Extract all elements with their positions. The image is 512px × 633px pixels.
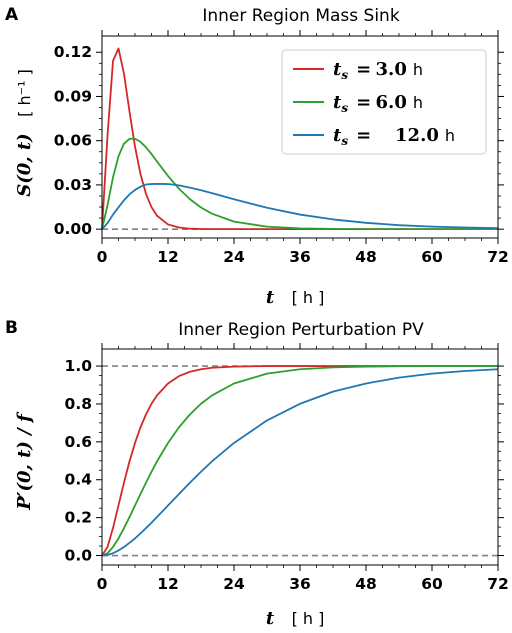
x-tick-label: 0 [97, 248, 108, 266]
legend-2-value: 6.0 [376, 92, 407, 113]
panel-b-reference-lines [102, 365, 498, 557]
legend-2-sub: s [341, 101, 348, 115]
x-tick-label: 48 [355, 575, 377, 593]
x-tick-label: 60 [421, 248, 443, 266]
panel-a: A Inner Region Mass Sink 0 12 24 36 48 60 72 0… [5, 5, 509, 308]
panel-b-x-label: t [266, 608, 275, 629]
y-tick-label: 0.12 [54, 43, 92, 61]
panel-a-legend: ts = 3.0 h ts = 6.0 h ts = 12.0 h [281, 49, 487, 155]
panel-a-y-unit: [ h⁻¹ ] [15, 69, 34, 117]
x-tick-label: 36 [289, 575, 311, 593]
panel-b-x-axis-label: t [ h ] [266, 608, 325, 629]
y-tick-label: 0.06 [54, 132, 92, 150]
panel-a-x-ticks: 0 12 24 36 48 60 72 [97, 30, 509, 266]
panel-b-y-label: P′(0, t) / f [14, 411, 35, 511]
legend-3-sub: s [341, 134, 348, 148]
y-tick-label: 0.6 [65, 433, 92, 451]
panel-b-letter: B [5, 318, 18, 338]
panel-a-series-group [101, 47, 499, 231]
panel-a-y-axis-label: S(0, t) [ h⁻¹ ] [14, 69, 35, 197]
series-line-2 [101, 137, 498, 231]
y-tick-label: 0.2 [65, 509, 92, 527]
legend-1-value: 3.0 [376, 59, 407, 80]
panel-a-x-label: t [266, 287, 275, 308]
y-tick-label: 1.0 [65, 357, 93, 375]
series-line-3 [101, 182, 499, 230]
legend-text-1: ts = 3.0 h [333, 59, 423, 82]
panel-b-y-ticks: 0.0 0.2 0.4 0.6 0.8 1.0 [65, 357, 504, 565]
y-tick-label: 0.4 [65, 471, 93, 489]
x-tick-label: 72 [487, 248, 509, 266]
x-tick-label: 12 [157, 248, 179, 266]
panel-a-y-label: S(0, t) [14, 133, 35, 196]
x-tick-label: 12 [157, 575, 179, 593]
legend-2-lhs: t [333, 92, 342, 113]
series-line-2 [101, 365, 498, 557]
x-tick-label: 48 [355, 248, 377, 266]
x-tick-label: 72 [487, 575, 509, 593]
legend-1-sub: s [341, 68, 348, 82]
x-tick-label: 0 [97, 575, 108, 593]
y-tick-label: 0.0 [65, 547, 93, 565]
legend-1-eq: = [356, 59, 371, 80]
panel-a-y-ticks: 0.00 0.03 0.06 0.09 0.12 [54, 43, 504, 238]
panel-a-title: Inner Region Mass Sink [202, 6, 400, 26]
panel-a-plot: 0 12 24 36 48 60 72 0.00 0.03 0.06 0.09 0.12 [54, 30, 509, 266]
panel-a-x-axis-label: t [ h ] [266, 287, 325, 308]
series-line-1 [101, 365, 498, 557]
legend-2-eq: = [356, 92, 371, 113]
legend-text-2: ts = 6.0 h [333, 92, 423, 115]
y-tick-label: 0.03 [54, 176, 92, 194]
legend-2-unit: h [413, 93, 423, 112]
legend-entry-1: ts = 3.0 h [293, 59, 423, 82]
x-tick-label: 24 [223, 575, 245, 593]
series-line-3 [101, 368, 499, 557]
legend-1-lhs: t [333, 59, 342, 80]
panel-b: B Inner Region Perturbation PV 0 12 24 36 48… [5, 318, 509, 629]
panel-b-axes-frame [101, 348, 499, 566]
legend-entry-2: ts = 6.0 h [293, 92, 423, 115]
legend-1-unit: h [413, 60, 423, 79]
legend-text-3: ts = 12.0 h [333, 125, 455, 148]
legend-entry-3: ts = 12.0 h [293, 125, 455, 148]
x-tick-label: 36 [289, 248, 311, 266]
x-tick-label: 24 [223, 248, 245, 266]
legend-3-value: 12.0 [395, 125, 439, 146]
legend-3-eq: = [356, 125, 371, 146]
panel-b-y-axis-label: P′(0, t) / f [14, 411, 35, 511]
panel-b-series-group [101, 365, 499, 557]
panel-a-letter: A [5, 5, 19, 25]
y-tick-label: 0.8 [65, 395, 92, 413]
panel-b-x-unit: [ h ] [292, 609, 325, 628]
legend-3-unit: h [445, 126, 455, 145]
panel-a-x-unit: [ h ] [292, 288, 325, 307]
panel-b-plot: 0 12 24 36 48 60 72 0.0 0.2 0.4 0.6 0.8 1.0 [65, 343, 509, 593]
legend-3-lhs: t [333, 125, 342, 146]
x-tick-label: 60 [421, 575, 443, 593]
y-tick-label: 0.09 [54, 87, 92, 105]
y-tick-label: 0.00 [54, 220, 92, 238]
panel-b-x-ticks: 0 12 24 36 48 60 72 [97, 343, 509, 593]
panel-b-title: Inner Region Perturbation PV [178, 320, 424, 340]
legend-box [281, 49, 487, 155]
